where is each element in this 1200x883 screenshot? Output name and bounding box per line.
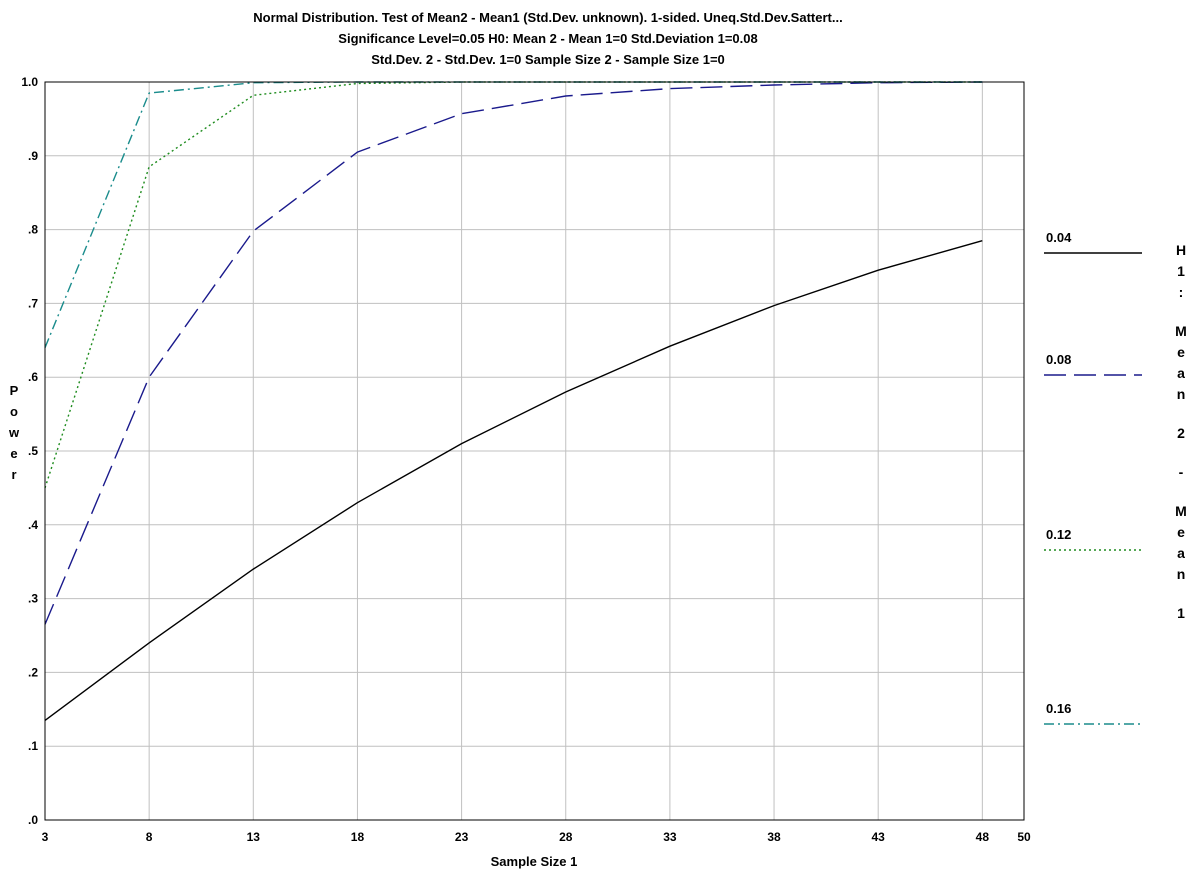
y-tick-label: .5 [28,444,38,458]
y-tick-label: .2 [28,665,38,679]
y-tick-label: .8 [28,223,38,237]
x-tick-label: 18 [351,830,365,844]
legend-label: 0.04 [1046,230,1072,245]
y-tick-label: .3 [28,592,38,606]
y-tick-label: .6 [28,370,38,384]
series-line-0 [44,240,983,721]
legend-title-char: e [1177,524,1185,540]
x-tick-label: 23 [455,830,469,844]
legend: 0.04 0.08 0.12 0.16 [1044,230,1142,725]
y-axis-title-char: o [10,404,18,419]
x-tick-label: 8 [146,830,153,844]
y-tick-label: .0 [28,813,38,827]
series-lines [44,81,983,721]
y-axis-title-char: w [8,425,20,440]
series-line-2 [44,81,983,489]
y-tick-label: .7 [28,296,38,310]
y-tick-label: 1.0 [21,75,38,89]
legend-title-char: : [1179,284,1184,300]
chart-title-line-3: Std.Dev. 2 - Std.Dev. 1=0 Sample Size 2 … [371,52,725,67]
x-tick-label: 48 [976,830,990,844]
legend-title-char: a [1177,545,1185,561]
legend-label: 0.08 [1046,352,1071,367]
legend-title-char: a [1177,365,1185,381]
series-line-3 [44,81,983,348]
y-tick-label: .9 [28,149,38,163]
chart-title-line-1: Normal Distribution. Test of Mean2 - Mea… [253,10,842,25]
legend-label: 0.12 [1046,527,1071,542]
x-axis-ticks: 3 8 13 18 23 28 33 38 43 48 50 [42,830,1031,844]
y-axis-title-char: P [10,383,19,398]
chart-title-line-2: Significance Level=0.05 H0: Mean 2 - Mea… [338,31,757,46]
y-tick-label: .1 [28,739,38,753]
x-tick-label: 38 [767,830,781,844]
x-axis-title: Sample Size 1 [491,854,578,869]
x-tick-label: 3 [42,830,49,844]
legend-title-char: 1 [1177,263,1185,279]
y-axis-title-char: e [10,446,17,461]
x-tick-label: 28 [559,830,573,844]
x-tick-label: 50 [1017,830,1031,844]
x-tick-label: 33 [663,830,677,844]
legend-title-char: 1 [1177,605,1185,621]
legend-title-char: e [1177,344,1185,360]
x-tick-label: 13 [247,830,261,844]
y-axis-ticks: .0 .1 .2 .3 .4 .5 .6 .7 .8 .9 1.0 [21,75,38,827]
legend-title-char: H [1176,242,1186,258]
legend-label: 0.16 [1046,701,1071,716]
legend-title-char: M [1175,503,1187,519]
plot-area-border [44,81,1025,821]
chart-title: Normal Distribution. Test of Mean2 - Mea… [253,10,842,67]
x-tick-label: 43 [872,830,886,844]
series-line-1 [44,81,983,625]
legend-title-char: n [1177,386,1186,402]
legend-title-char: M [1175,323,1187,339]
y-tick-label: .4 [28,518,38,532]
legend-title: H1:Mean2-Mean1 [1175,242,1187,621]
legend-title-char: - [1179,464,1184,480]
plot-grid [44,81,1025,821]
y-axis-title-char: r [11,467,16,482]
legend-title-char: 2 [1177,425,1185,441]
legend-title-char: n [1177,566,1186,582]
